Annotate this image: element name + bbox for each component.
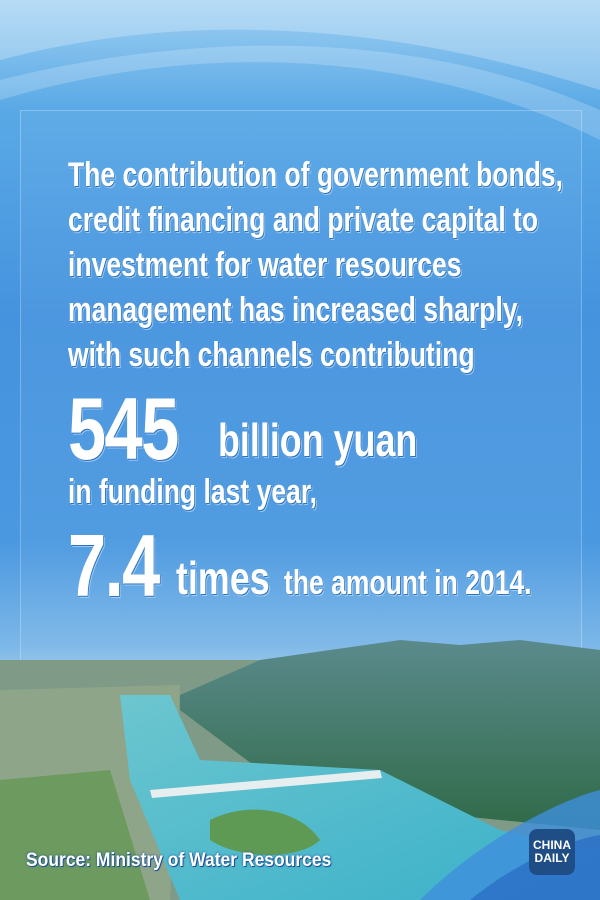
headline-line-4: management has increased sharply, (68, 291, 523, 329)
source-credit: Source: Ministry of Water Resources (26, 850, 332, 871)
amount-unit: billion yuan (218, 414, 418, 466)
headline-line-5: with such channels contributing (68, 336, 475, 374)
headline-line-2: credit financing and private capital to (68, 201, 539, 239)
amount-value: 545 (68, 379, 179, 478)
logo-line-2: DAILY (534, 851, 570, 865)
headline-line-3: investment for water resources (68, 246, 462, 284)
logo-line-1: CHINA (533, 838, 571, 852)
multiple-value: 7.4 (68, 516, 160, 615)
multiple-context: the amount in 2014. (284, 564, 532, 602)
headline-line-1: The contribution of government bonds, (68, 156, 564, 194)
china-daily-logo: CHINA DAILY (529, 829, 575, 875)
text-panel (20, 110, 582, 672)
decorative-swoosh (0, 0, 600, 140)
landscape-photo (0, 640, 600, 900)
amount-context: in funding last year, (68, 473, 318, 511)
multiple-unit: times (176, 552, 270, 604)
